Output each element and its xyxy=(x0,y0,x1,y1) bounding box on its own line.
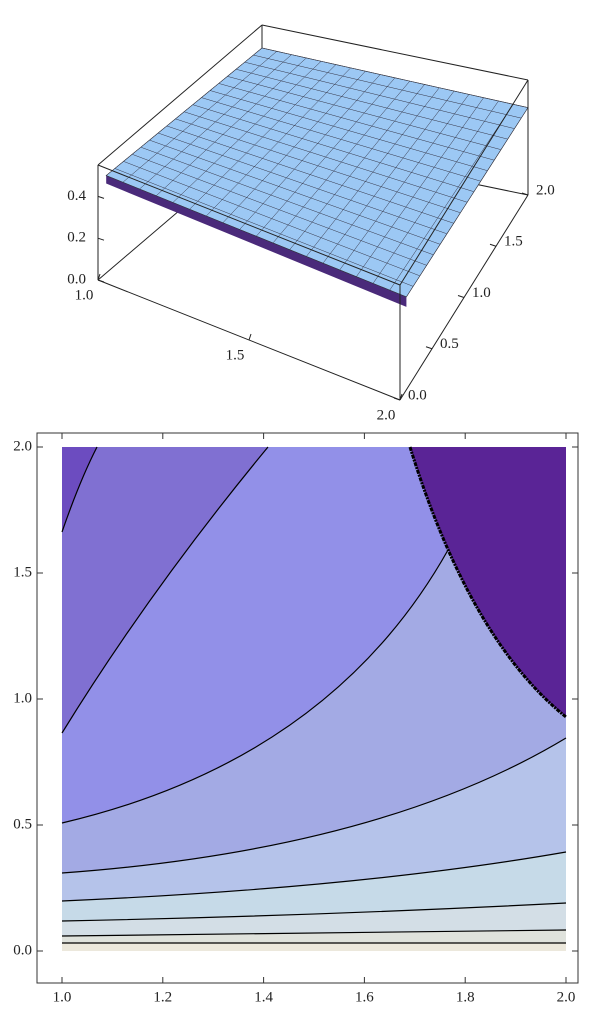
region xyxy=(62,447,97,532)
surface-plot: 1.0 1.5 2.0 0.0 0.5 1.0 1.5 2.0 0.0 0.2 0.4 xyxy=(67,24,555,423)
contour-line xyxy=(61,549,449,824)
x-tick xyxy=(97,273,101,281)
y-tick-label: 0.0 xyxy=(13,942,32,958)
contour-line xyxy=(61,446,98,533)
contour-plot: 1.0 1.2 1.4 1.6 1.8 2.0 0.0 0.5 1.0 1.5 2.0 xyxy=(13,432,579,1005)
contour-line xyxy=(61,737,567,874)
z-tick-label: 0.4 xyxy=(67,188,86,204)
contour-line xyxy=(61,929,567,937)
y-tick xyxy=(521,192,529,196)
x-tick-label: 1.5 xyxy=(226,347,245,363)
y-tick-label: 0.5 xyxy=(440,336,459,352)
contour-boundary xyxy=(408,446,567,719)
x-tick-label: 2.0 xyxy=(377,407,396,423)
x-tick-label: 1.0 xyxy=(75,287,94,303)
box-edge xyxy=(97,164,401,286)
y-tick xyxy=(393,397,401,401)
y-tick-label: 2.0 xyxy=(536,182,555,198)
z-tick xyxy=(97,237,105,241)
x-tick-label: 1.4 xyxy=(254,989,273,1005)
y-tick-label: 1.5 xyxy=(13,564,32,580)
y-tick-label: 1.0 xyxy=(13,690,32,706)
region xyxy=(410,447,566,717)
contour-line xyxy=(61,446,269,734)
box-edge xyxy=(261,24,529,81)
y-tick xyxy=(457,295,465,298)
y-tick xyxy=(425,346,433,350)
x-tick-label: 1.8 xyxy=(456,989,475,1005)
region xyxy=(62,447,268,733)
y-tick xyxy=(489,243,497,247)
y-tick-label: 0.5 xyxy=(13,816,32,832)
surface-skirt xyxy=(106,175,407,307)
z-tick-label: 0.2 xyxy=(67,230,86,246)
frame xyxy=(36,432,579,984)
box-edge xyxy=(399,79,529,286)
z-tick xyxy=(97,279,105,283)
x-tick-label: 2.0 xyxy=(557,989,576,1005)
y-tick-label: 1.5 xyxy=(504,234,523,250)
x-tick-label: 1.0 xyxy=(53,989,72,1005)
contour-line xyxy=(61,851,567,902)
surface xyxy=(105,47,529,298)
y-tick-label: 0.0 xyxy=(408,387,427,403)
x-tick-label: 1.6 xyxy=(355,989,374,1005)
box-edge xyxy=(97,24,263,166)
y-tick-label: 1.0 xyxy=(472,285,491,301)
x-tick-label: 1.2 xyxy=(153,989,172,1005)
x-tick xyxy=(399,393,403,401)
z-tick xyxy=(97,195,105,199)
y-tick-label: 2.0 xyxy=(13,438,32,454)
z-tick-label: 0.0 xyxy=(67,271,86,287)
surface-mesh xyxy=(106,47,529,298)
contour-line xyxy=(61,902,567,922)
x-tick xyxy=(248,333,252,341)
